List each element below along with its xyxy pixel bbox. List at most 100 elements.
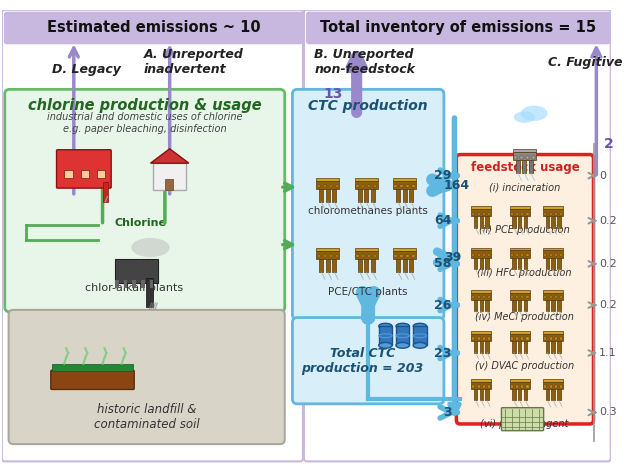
Text: 0.2: 0.2 <box>599 216 617 226</box>
Text: 39: 39 <box>444 251 461 264</box>
Text: C. Fugitive: C. Fugitive <box>549 56 623 69</box>
Bar <box>511 213 513 215</box>
Bar <box>510 331 530 334</box>
Bar <box>132 280 136 288</box>
Text: chloromethanes plants: chloromethanes plants <box>308 206 428 216</box>
Bar <box>511 385 513 388</box>
Bar <box>412 255 415 257</box>
Bar <box>557 217 561 228</box>
Bar <box>555 213 557 215</box>
Text: 0.2: 0.2 <box>599 300 617 310</box>
Bar <box>516 385 518 388</box>
Bar <box>511 296 513 298</box>
Bar <box>145 278 154 307</box>
Bar <box>483 385 485 388</box>
Bar <box>330 255 332 257</box>
Bar <box>516 337 518 339</box>
Bar <box>378 326 392 346</box>
Bar <box>150 280 154 288</box>
Bar <box>518 300 521 311</box>
Bar <box>557 389 561 401</box>
Bar <box>485 257 489 269</box>
Bar <box>483 254 485 256</box>
Bar <box>518 341 521 353</box>
Bar <box>479 389 483 401</box>
Text: Estimated emissions ~ 10: Estimated emissions ~ 10 <box>46 20 260 36</box>
Text: (i) incineration: (i) incineration <box>489 182 560 192</box>
Bar <box>165 179 173 190</box>
Bar <box>524 217 527 228</box>
Bar <box>362 185 364 187</box>
Bar <box>488 296 490 298</box>
Bar <box>472 213 474 215</box>
Bar <box>510 290 530 292</box>
Bar <box>512 257 516 269</box>
Bar <box>510 382 530 389</box>
Bar <box>555 337 557 339</box>
Text: industrial and domestic uses of chlorine
e.g. paper bleaching, disinfection: industrial and domestic uses of chlorine… <box>47 112 243 134</box>
Bar <box>358 259 362 272</box>
Bar <box>368 255 370 257</box>
Bar <box>560 337 562 339</box>
Bar <box>524 341 527 353</box>
Text: 58: 58 <box>434 257 451 270</box>
Bar <box>406 255 409 257</box>
Bar <box>51 364 133 371</box>
Text: 23: 23 <box>434 346 451 359</box>
Bar <box>549 337 552 339</box>
Bar <box>336 255 338 257</box>
Bar <box>543 292 563 300</box>
Text: Total inventory of emissions = 15: Total inventory of emissions = 15 <box>320 20 596 36</box>
Text: A. Unreported
inadvertent: A. Unreported inadvertent <box>144 48 244 76</box>
Bar <box>524 389 527 401</box>
Bar <box>549 254 552 256</box>
Bar <box>545 257 549 269</box>
Bar <box>396 326 410 346</box>
Bar <box>557 257 561 269</box>
Bar <box>115 259 158 283</box>
Bar <box>474 341 478 353</box>
FancyBboxPatch shape <box>292 89 444 319</box>
Text: 2: 2 <box>604 137 614 151</box>
Bar <box>371 189 375 202</box>
Text: Chlorine: Chlorine <box>115 218 167 228</box>
Ellipse shape <box>413 343 427 348</box>
Bar <box>326 189 330 202</box>
Bar <box>510 247 530 250</box>
Text: chlor-alkali plants: chlor-alkali plants <box>85 283 184 293</box>
FancyBboxPatch shape <box>292 318 444 404</box>
Bar <box>141 280 145 288</box>
FancyBboxPatch shape <box>502 408 544 431</box>
Bar <box>316 181 339 189</box>
Bar <box>549 385 552 388</box>
Bar <box>555 254 557 256</box>
Bar <box>485 217 489 228</box>
Bar <box>516 296 518 298</box>
Text: (v) DVAC production: (v) DVAC production <box>475 362 574 372</box>
Bar <box>355 181 378 189</box>
Bar <box>512 341 516 353</box>
Bar <box>544 254 546 256</box>
Bar <box>319 189 323 202</box>
Bar <box>332 189 337 202</box>
Bar <box>394 255 397 257</box>
Bar <box>532 156 535 159</box>
FancyBboxPatch shape <box>457 155 594 424</box>
Bar <box>551 217 555 228</box>
Bar <box>336 185 338 187</box>
Bar <box>471 292 491 300</box>
Text: 0: 0 <box>599 171 606 181</box>
Bar <box>356 255 359 257</box>
Bar <box>401 255 403 257</box>
Ellipse shape <box>378 323 392 329</box>
Bar <box>510 334 530 341</box>
Bar <box>412 185 415 187</box>
Bar <box>521 213 523 215</box>
Text: chlorine production & usage: chlorine production & usage <box>28 98 262 113</box>
Text: CTC production: CTC production <box>309 99 428 113</box>
Bar <box>396 259 400 272</box>
Bar <box>355 178 378 181</box>
Bar <box>483 337 485 339</box>
Bar <box>524 300 527 311</box>
Bar <box>557 341 561 353</box>
